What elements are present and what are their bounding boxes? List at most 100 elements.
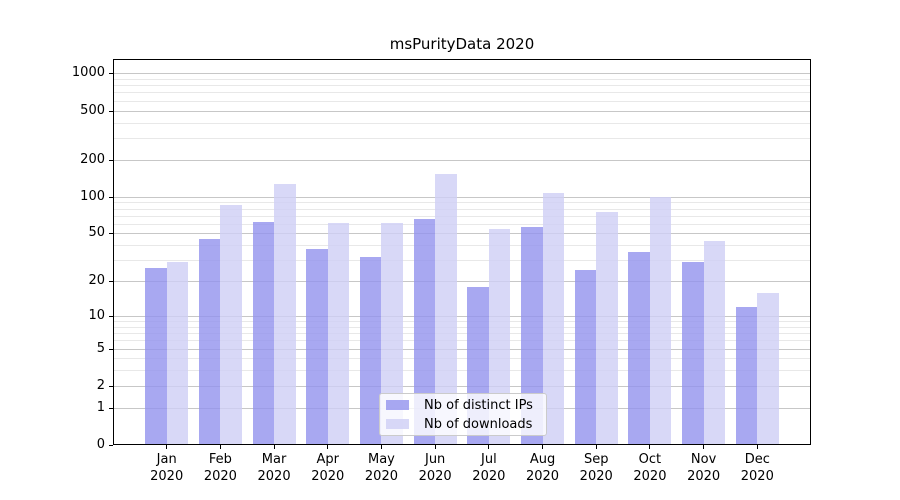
gridline-major xyxy=(114,110,810,112)
x-tick-label: Sep 2020 xyxy=(579,452,613,484)
y-tick-mark xyxy=(109,233,113,235)
x-tick-label: Mar 2020 xyxy=(257,452,291,484)
bar xyxy=(649,196,672,444)
bar xyxy=(145,267,167,444)
y-tick-mark xyxy=(109,348,113,350)
y-tick-mark xyxy=(109,110,113,112)
legend-item: Nb of downloads xyxy=(386,416,540,432)
gridline-minor xyxy=(114,202,810,204)
y-tick-label: 1000 xyxy=(71,65,105,81)
legend-item-label: Nb of downloads xyxy=(424,416,533,432)
bar xyxy=(521,226,543,444)
plot-area xyxy=(113,59,811,445)
x-tick-label: Dec 2020 xyxy=(740,452,774,484)
gridline-minor xyxy=(114,223,810,225)
gridline-minor xyxy=(114,208,810,210)
gridline-minor xyxy=(114,122,810,124)
gridline-minor xyxy=(114,260,810,262)
x-tick-label: Feb 2020 xyxy=(203,452,237,484)
y-tick-mark xyxy=(109,159,113,161)
gridline-major xyxy=(114,196,810,198)
bar xyxy=(381,222,403,444)
x-tick-label: Jul 2020 xyxy=(472,452,506,484)
chart-title: msPurityData 2020 xyxy=(389,35,535,53)
x-tick-mark xyxy=(434,445,436,449)
x-tick-mark xyxy=(595,445,597,449)
y-tick-mark xyxy=(109,281,113,283)
y-tick-mark xyxy=(109,196,113,198)
gridline-major xyxy=(114,385,810,387)
bar xyxy=(435,174,457,444)
bar xyxy=(596,212,618,444)
x-tick-label: Apr 2020 xyxy=(311,452,345,484)
gridline-minor xyxy=(114,100,810,102)
x-tick-mark xyxy=(703,445,705,449)
x-tick-mark xyxy=(166,445,168,449)
bar xyxy=(413,218,436,444)
y-tick-label: 500 xyxy=(80,102,105,118)
gridline-major xyxy=(114,73,810,75)
gridline-minor xyxy=(114,321,810,323)
gridline-major xyxy=(114,315,810,317)
gridline-minor xyxy=(114,85,810,87)
gridline-minor xyxy=(114,137,810,139)
bar xyxy=(359,256,382,444)
y-tick-label: 50 xyxy=(88,225,105,241)
gridline-minor xyxy=(114,326,810,328)
legend: Nb of distinct IPs Nb of downloads xyxy=(379,393,547,436)
y-tick-mark xyxy=(109,73,113,75)
bar xyxy=(306,249,328,444)
x-tick-mark xyxy=(273,445,275,449)
gridline-minor xyxy=(114,358,810,360)
bar xyxy=(166,262,189,444)
y-tick-label: 0 xyxy=(96,437,105,452)
bar xyxy=(252,222,275,444)
bar xyxy=(488,229,511,444)
bar xyxy=(542,192,565,444)
gridline-minor xyxy=(114,340,810,342)
y-tick-label: 5 xyxy=(96,340,105,356)
bar xyxy=(220,204,242,444)
legend-swatch xyxy=(386,400,409,410)
y-tick-label: 10 xyxy=(88,307,105,323)
bar xyxy=(628,252,650,444)
x-tick-mark xyxy=(649,445,651,449)
legend-item: Nb of distinct IPs xyxy=(386,397,540,413)
gridline-minor xyxy=(114,215,810,217)
gridline-major xyxy=(114,348,810,350)
x-tick-mark xyxy=(380,445,382,449)
x-tick-mark xyxy=(219,445,221,449)
bar xyxy=(327,222,350,444)
bar xyxy=(682,262,704,444)
y-tick-label: 100 xyxy=(80,188,105,204)
x-tick-label: Aug 2020 xyxy=(525,452,560,484)
bar xyxy=(198,239,221,444)
y-tick-mark xyxy=(109,385,113,387)
gridline-minor xyxy=(114,78,810,80)
x-tick-label: May 2020 xyxy=(364,452,398,484)
gridline-minor xyxy=(114,333,810,335)
gridline-minor xyxy=(114,245,810,247)
x-tick-mark xyxy=(488,445,490,449)
y-tick-label: 200 xyxy=(80,151,105,167)
y-tick-mark xyxy=(109,445,113,446)
gridline-major xyxy=(114,281,810,283)
x-tick-label: Oct 2020 xyxy=(633,452,667,484)
x-tick-mark xyxy=(542,445,544,449)
bar xyxy=(735,307,758,444)
y-tick-label: 2 xyxy=(96,377,105,393)
legend-item-label: Nb of distinct IPs xyxy=(424,397,533,413)
x-tick-label: Nov 2020 xyxy=(687,452,721,484)
bar xyxy=(703,241,726,444)
gridline-major xyxy=(114,159,810,161)
gridline-major xyxy=(114,233,810,235)
y-tick-mark xyxy=(109,315,113,317)
bar xyxy=(757,292,779,444)
gridline-minor xyxy=(114,92,810,94)
y-tick-mark xyxy=(109,407,113,409)
x-tick-mark xyxy=(756,445,758,449)
y-tick-label: 1 xyxy=(96,399,105,415)
bar xyxy=(574,269,597,444)
gridline-minor xyxy=(114,370,810,372)
